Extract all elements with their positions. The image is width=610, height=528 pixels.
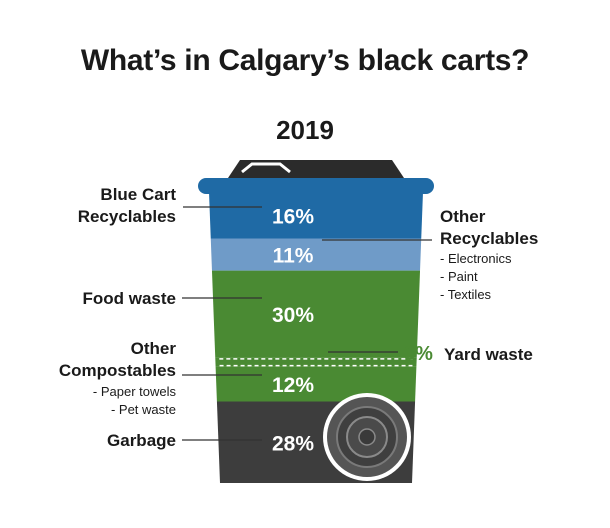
detail-paint: - Paint (440, 269, 478, 284)
cart-wheel (323, 393, 411, 481)
label-blue-cart-line2: Recyclables (78, 207, 176, 226)
segment-yard-waste (215, 357, 417, 367)
detail-electronics: - Electronics (440, 251, 512, 266)
detail-textiles: - Textiles (440, 287, 492, 302)
cart-lid-handle-grip (241, 162, 291, 174)
label-other-compostables-line1: Other (131, 339, 177, 358)
leader-lines (182, 206, 432, 441)
segment-food-waste (211, 270, 421, 358)
chart-title: What’s in Calgary’s black carts? (80, 44, 530, 77)
cart-lid (198, 178, 434, 194)
segment-other-recyclables (210, 238, 422, 271)
label-other-compostables-line2: Compostables (59, 361, 176, 380)
label-blue-cart-line1: Blue Cart (100, 185, 176, 204)
value-label-blue-cart-recyclables: 16% (272, 205, 314, 228)
label-yard-waste-percent: 3% (404, 343, 433, 365)
value-label-food-waste: 30% (272, 304, 314, 327)
chart-subtitle-year: 2019 (276, 115, 334, 145)
label-food-waste: Food waste (82, 289, 176, 308)
label-other-recyclables-line1: Other (440, 207, 486, 226)
segment-blue-cart-recyclables (209, 192, 423, 239)
segment-other-compostables (215, 366, 417, 402)
label-garbage: Garbage (107, 431, 176, 450)
value-label-other-recyclables: 11% (273, 245, 314, 268)
label-other-recyclables-line2: Recyclables (440, 229, 538, 248)
value-label-other-compostables: 12% (272, 374, 314, 397)
label-yard-waste: Yard waste (444, 345, 533, 364)
detail-pet-waste: - Pet waste (111, 402, 176, 417)
value-label-garbage: 28% (272, 432, 314, 455)
detail-paper-towels: - Paper towels (93, 384, 177, 399)
